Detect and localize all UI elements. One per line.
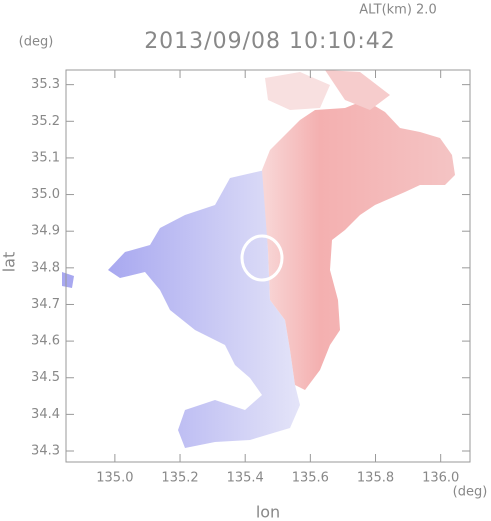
y-axis-title: lat (0, 252, 19, 273)
x-unit: (deg) (453, 485, 488, 500)
y-tick-label: 34.9 (31, 224, 60, 239)
x-tick-label: 135.0 (96, 471, 133, 486)
x-tick-label: 135.2 (161, 471, 198, 486)
y-tick-label: 35.0 (31, 187, 60, 202)
y-tick-label: 35.1 (31, 150, 60, 165)
y-tick-label: 35.2 (31, 114, 60, 129)
echo-field (62, 70, 455, 448)
x-axis-title: lon (256, 503, 280, 521)
x-tick-label: 135.8 (357, 471, 394, 486)
y-tick-label: 34.6 (31, 334, 60, 349)
x-tick-label: 135.6 (292, 471, 329, 486)
y-tick-label: 35.3 (31, 77, 60, 92)
y-tick-label: 34.7 (31, 297, 60, 312)
x-tick-label: 136.0 (422, 471, 459, 486)
y-tick-label: 34.4 (31, 407, 60, 422)
y-tick-label: 34.3 (31, 444, 60, 459)
annotation: ALT(km) 2.0 (359, 3, 436, 18)
y-tick-label: 34.8 (31, 260, 60, 275)
y-unit: (deg) (19, 35, 54, 50)
plot-frame (65, 69, 471, 463)
y-tick-label: 34.5 (31, 370, 60, 385)
x-tick-label: 135.4 (227, 471, 264, 486)
chart-title: 2013/09/08 10:10:42 (144, 29, 396, 54)
